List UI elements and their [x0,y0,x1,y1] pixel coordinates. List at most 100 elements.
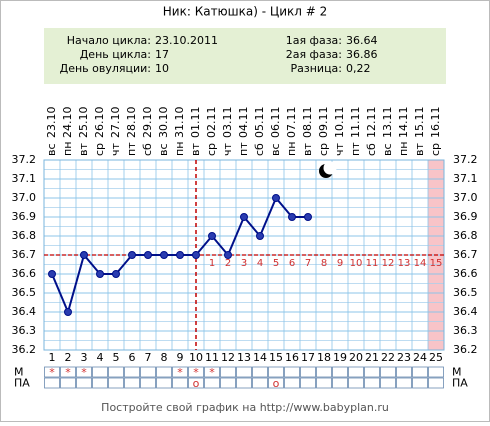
temperature-point [240,213,248,221]
temperature-point [304,213,312,221]
x-tick-label: 16 [285,351,299,364]
temperature-point [128,251,136,259]
luteal-day-label: 14 [414,258,427,269]
weekday-label: вт [189,143,202,156]
luteal-day-label: 1 [209,258,215,269]
row-label: ПА [452,377,468,390]
luteal-day-label: 15 [430,258,443,269]
date-label: 06.11 [269,107,282,139]
date-label: 27.10 [109,107,122,139]
x-tick-label: 8 [161,351,168,364]
weekday-label: сб [253,143,266,156]
plot: 36.2 36.2 36.3 36.3 36.4 36.4 36.5 36.5 36.6 36.6… [12,107,478,365]
row-cell [188,377,204,389]
x-tick-label: 7 [145,351,152,364]
luteal-day-label: 7 [305,258,311,269]
y-tick-label: 37.1 [12,172,37,185]
weekday-label: пт [125,142,138,156]
date-label: 02.11 [205,107,218,139]
row-cell [364,366,380,378]
row-cell [92,377,108,389]
info-label: 1ая фаза: [286,34,342,47]
x-tick-label: 23 [397,351,411,364]
date-label: 05.11 [253,107,266,139]
weekday-label: пт [349,142,362,156]
temperature-point [224,251,232,259]
info-value: 23.10.2011 [155,34,218,47]
y2-tick-label: 36.9 [453,210,478,223]
row-cell [236,366,252,378]
row-cell [156,377,172,389]
row-mark: * [49,366,55,379]
x-tick-label: 9 [177,351,184,364]
weekday-label: вс [381,143,394,156]
date-label: 08.11 [301,107,314,139]
y2-tick-label: 37.1 [453,172,478,185]
weekday-label: сб [141,143,154,156]
luteal-day-label: 3 [241,258,247,269]
row-cell [316,366,332,378]
luteal-day-label: 4 [257,258,263,269]
row-cell [396,366,412,378]
weekday-label: пн [397,142,410,156]
y2-tick-label: 36.3 [453,324,478,337]
x-tick-label: 6 [129,351,136,364]
y-tick-label: 36.3 [12,324,37,337]
x-tick-label: 18 [317,351,331,364]
date-label: 30.10 [157,107,170,139]
row-cell [140,366,156,378]
info-label: 2ая фаза: [286,48,342,61]
date-label: 01.11 [189,107,202,139]
date-label: 09.11 [317,107,330,139]
temperature-point [192,251,200,259]
y-tick-label: 37.2 [12,153,37,166]
row-cell [316,377,332,389]
row-cell [60,377,76,389]
y2-tick-label: 36.4 [453,305,478,318]
row-cell [332,377,348,389]
y2-tick-label: 37.0 [453,191,478,204]
x-tick-label: 14 [253,351,267,364]
x-tick-label: 15 [269,351,283,364]
weekday-label: ср [429,143,442,156]
x-tick-label: 11 [205,351,219,364]
weekday-label: вс [157,143,170,156]
temperature-point [80,251,88,259]
x-tick-label: 22 [381,351,395,364]
date-label: 07.11 [285,107,298,139]
weekday-label: вт [301,143,314,156]
row-mark: * [81,366,87,379]
row-cell [76,377,92,389]
luteal-day-label: 10 [350,258,363,269]
row-cell [108,377,124,389]
row-cell [380,366,396,378]
row-mark: * [65,366,71,379]
temperature-point [288,213,296,221]
temperature-point [256,232,264,240]
weekday-label: пн [173,142,186,156]
row-label: ПА [14,377,30,390]
row-cell [220,377,236,389]
x-tick-label: 3 [81,351,88,364]
row-cell [204,366,220,378]
y-tick-label: 36.2 [12,343,37,356]
row-mark: * [193,366,199,379]
row-cell [156,366,172,378]
weekday-label: вт [77,143,90,156]
row-mark: * [209,366,215,379]
date-label: 16.11 [429,107,442,139]
y-tick-label: 36.5 [12,286,37,299]
x-tick-label: 20 [349,351,363,364]
row-cell [92,366,108,378]
row-cell [284,377,300,389]
row-cell [412,366,428,378]
row-cell [348,366,364,378]
row-label: М [452,366,462,379]
row-cell [348,377,364,389]
luteal-day-label: 6 [289,258,295,269]
x-tick-label: 10 [189,351,203,364]
x-tick-label: 17 [301,351,315,364]
temperature-point [144,251,152,259]
row-cell [300,377,316,389]
